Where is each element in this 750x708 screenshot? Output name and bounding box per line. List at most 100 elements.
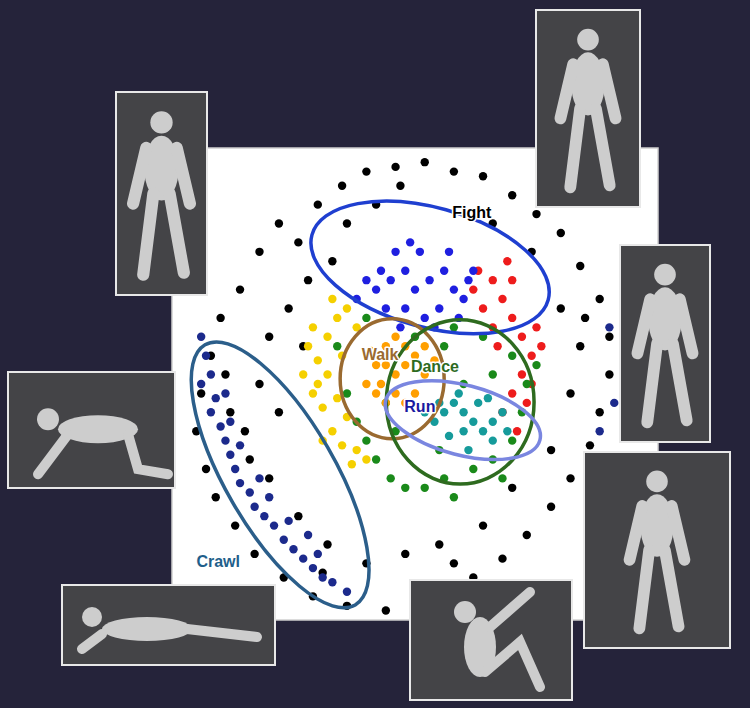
point xyxy=(401,304,409,312)
point xyxy=(265,474,273,482)
point xyxy=(547,446,555,454)
figure-torso xyxy=(102,617,192,641)
point xyxy=(250,550,258,558)
point xyxy=(450,399,458,407)
point xyxy=(362,455,370,463)
thumbnail-frame xyxy=(410,580,572,700)
point xyxy=(362,276,370,284)
figure-head xyxy=(150,111,172,133)
point xyxy=(323,540,331,548)
point xyxy=(362,167,370,175)
point xyxy=(440,342,448,350)
point xyxy=(610,399,618,407)
point xyxy=(595,408,603,416)
region-ellipse xyxy=(296,177,564,357)
point xyxy=(318,403,326,411)
point xyxy=(489,276,497,284)
point xyxy=(508,276,516,284)
point xyxy=(406,238,414,246)
point xyxy=(328,257,336,265)
point xyxy=(459,427,467,435)
point xyxy=(372,389,380,397)
point xyxy=(557,304,565,312)
point xyxy=(314,550,322,558)
point xyxy=(489,436,497,444)
point xyxy=(445,248,453,256)
point xyxy=(348,460,356,468)
point xyxy=(435,304,443,312)
point xyxy=(523,399,531,407)
region-label: Dance xyxy=(411,358,459,375)
point xyxy=(314,200,322,208)
point xyxy=(236,479,244,487)
point xyxy=(323,370,331,378)
point xyxy=(479,521,487,529)
region-ellipse xyxy=(377,366,549,474)
point xyxy=(372,455,380,463)
annotation-ellipses xyxy=(172,177,564,620)
point xyxy=(246,488,254,496)
point xyxy=(382,606,390,614)
point xyxy=(280,536,288,544)
point xyxy=(459,408,467,416)
point xyxy=(294,512,302,520)
point xyxy=(255,474,263,482)
point xyxy=(299,370,307,378)
figure-head xyxy=(646,471,668,493)
point xyxy=(479,172,487,180)
figure-limbs xyxy=(38,434,168,474)
point xyxy=(586,441,594,449)
point xyxy=(309,389,317,397)
figure-head xyxy=(454,601,476,623)
point xyxy=(576,342,584,350)
point xyxy=(445,432,453,440)
point xyxy=(387,474,395,482)
point xyxy=(503,427,511,435)
thumbnail-frame xyxy=(620,245,710,442)
point xyxy=(523,531,531,539)
pose-thumbnail xyxy=(116,92,207,295)
point xyxy=(362,436,370,444)
point xyxy=(343,304,351,312)
thumbnail-frame xyxy=(62,585,275,665)
point xyxy=(212,493,220,501)
point xyxy=(523,380,531,388)
point xyxy=(479,304,487,312)
figure-limbs xyxy=(560,64,615,187)
point xyxy=(309,323,317,331)
point xyxy=(450,559,458,567)
point xyxy=(489,418,497,426)
point xyxy=(387,276,395,284)
figure-head xyxy=(577,29,599,51)
point xyxy=(207,408,215,416)
point xyxy=(396,182,404,190)
point xyxy=(197,389,205,397)
point xyxy=(508,389,516,397)
point xyxy=(265,493,273,501)
point xyxy=(450,323,458,331)
thumbnail-frame xyxy=(8,372,175,488)
point xyxy=(333,342,341,350)
point xyxy=(508,351,516,359)
background xyxy=(0,0,750,708)
point xyxy=(566,389,574,397)
point xyxy=(255,380,263,388)
point xyxy=(440,408,448,416)
point xyxy=(479,427,487,435)
point xyxy=(455,389,463,397)
point xyxy=(605,333,613,341)
figure-limbs xyxy=(637,299,692,422)
point xyxy=(197,333,205,341)
point xyxy=(304,531,312,539)
point xyxy=(421,484,429,492)
point xyxy=(421,342,429,350)
pose-thumbnail xyxy=(536,10,640,207)
point xyxy=(352,446,360,454)
point xyxy=(372,285,380,293)
point xyxy=(323,333,331,341)
point xyxy=(294,238,302,246)
point xyxy=(231,521,239,529)
point xyxy=(216,314,224,322)
point xyxy=(333,394,341,402)
point xyxy=(469,418,477,426)
